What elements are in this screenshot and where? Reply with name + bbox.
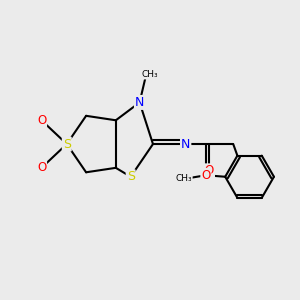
Text: S: S bbox=[63, 138, 71, 151]
Text: N: N bbox=[181, 138, 190, 151]
Text: O: O bbox=[37, 114, 46, 127]
Text: CH₃: CH₃ bbox=[175, 174, 192, 183]
Text: S: S bbox=[127, 170, 135, 183]
Text: O: O bbox=[37, 161, 46, 174]
Text: CH₃: CH₃ bbox=[142, 70, 158, 79]
Text: O: O bbox=[201, 169, 211, 182]
Text: O: O bbox=[205, 164, 214, 177]
Text: N: N bbox=[135, 96, 144, 109]
